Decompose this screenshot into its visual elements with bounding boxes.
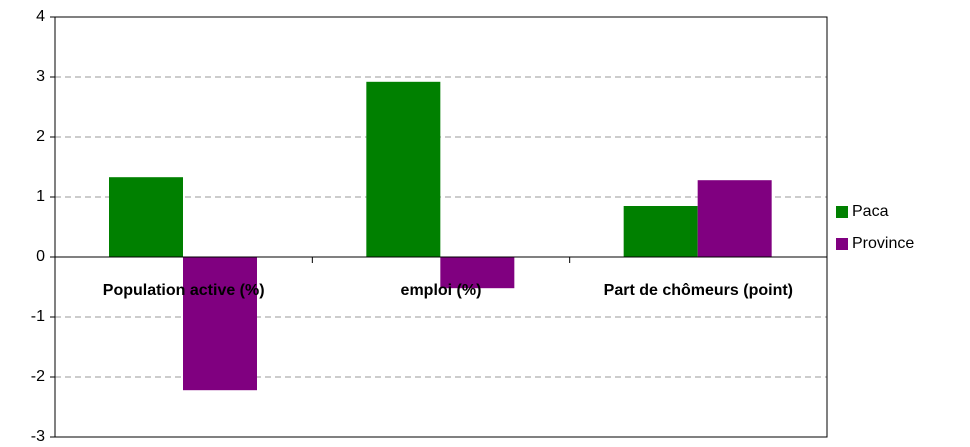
y-tick-label: 4 bbox=[36, 8, 45, 25]
x-tick-label: emploi (%) bbox=[401, 282, 482, 299]
y-tick-label: 2 bbox=[36, 128, 45, 145]
y-tick-label: 0 bbox=[36, 248, 45, 265]
y-tick-label: -1 bbox=[31, 308, 45, 325]
bar bbox=[366, 81, 441, 257]
legend-label: Province bbox=[852, 235, 914, 252]
y-tick-label: -3 bbox=[31, 428, 45, 445]
x-tick-label: Part de chômeurs (point) bbox=[604, 282, 793, 299]
y-tick-label: 1 bbox=[36, 188, 45, 205]
bar bbox=[183, 257, 257, 391]
legend-swatch bbox=[836, 238, 848, 250]
x-tick-label: Population active (%) bbox=[103, 282, 265, 299]
legend-label: Paca bbox=[852, 203, 889, 220]
bar bbox=[109, 177, 183, 257]
legend-swatch bbox=[836, 206, 848, 218]
y-tick-label: 3 bbox=[36, 68, 45, 85]
bar bbox=[440, 257, 515, 289]
y-tick-label: -2 bbox=[31, 368, 45, 385]
plot-frame bbox=[54, 16, 828, 438]
bar bbox=[697, 180, 772, 257]
bar bbox=[623, 206, 698, 257]
